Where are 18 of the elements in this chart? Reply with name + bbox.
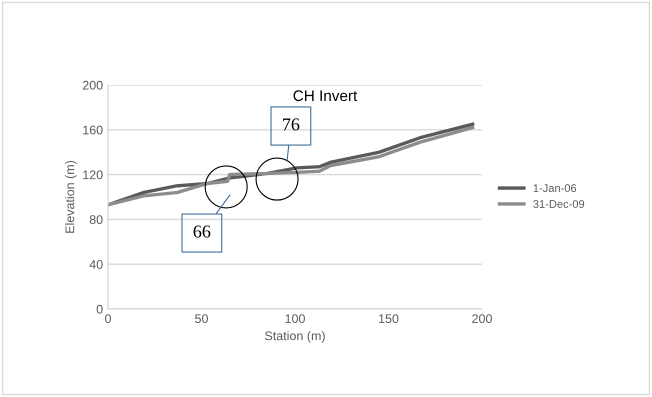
- y-tick-label: 0: [96, 304, 103, 314]
- chart-title: CH Invert: [294, 90, 358, 102]
- y-tick-label: 40: [90, 260, 103, 269]
- x-tick-label: 150: [379, 314, 398, 324]
- y-axis-title: Elevation (m): [65, 160, 77, 233]
- x-tick-label: 0: [105, 314, 111, 324]
- x-tick-label: 200: [472, 314, 492, 324]
- x-tick-label: 100: [286, 314, 305, 324]
- y-tick-label: 120: [83, 170, 103, 180]
- legend-label: 31-Dec-09: [533, 200, 584, 208]
- y-tick-label: 200: [82, 80, 103, 90]
- y-tick-label: 160: [83, 126, 103, 134]
- x-tick-label: 50: [195, 314, 208, 324]
- annotation: 66: [194, 225, 210, 238]
- annotation: 76: [283, 118, 300, 131]
- y-tick-label: 80: [90, 215, 103, 224]
- legend-label: 1-Jan-06: [534, 184, 576, 192]
- x-axis-title: Station (m): [265, 331, 325, 343]
